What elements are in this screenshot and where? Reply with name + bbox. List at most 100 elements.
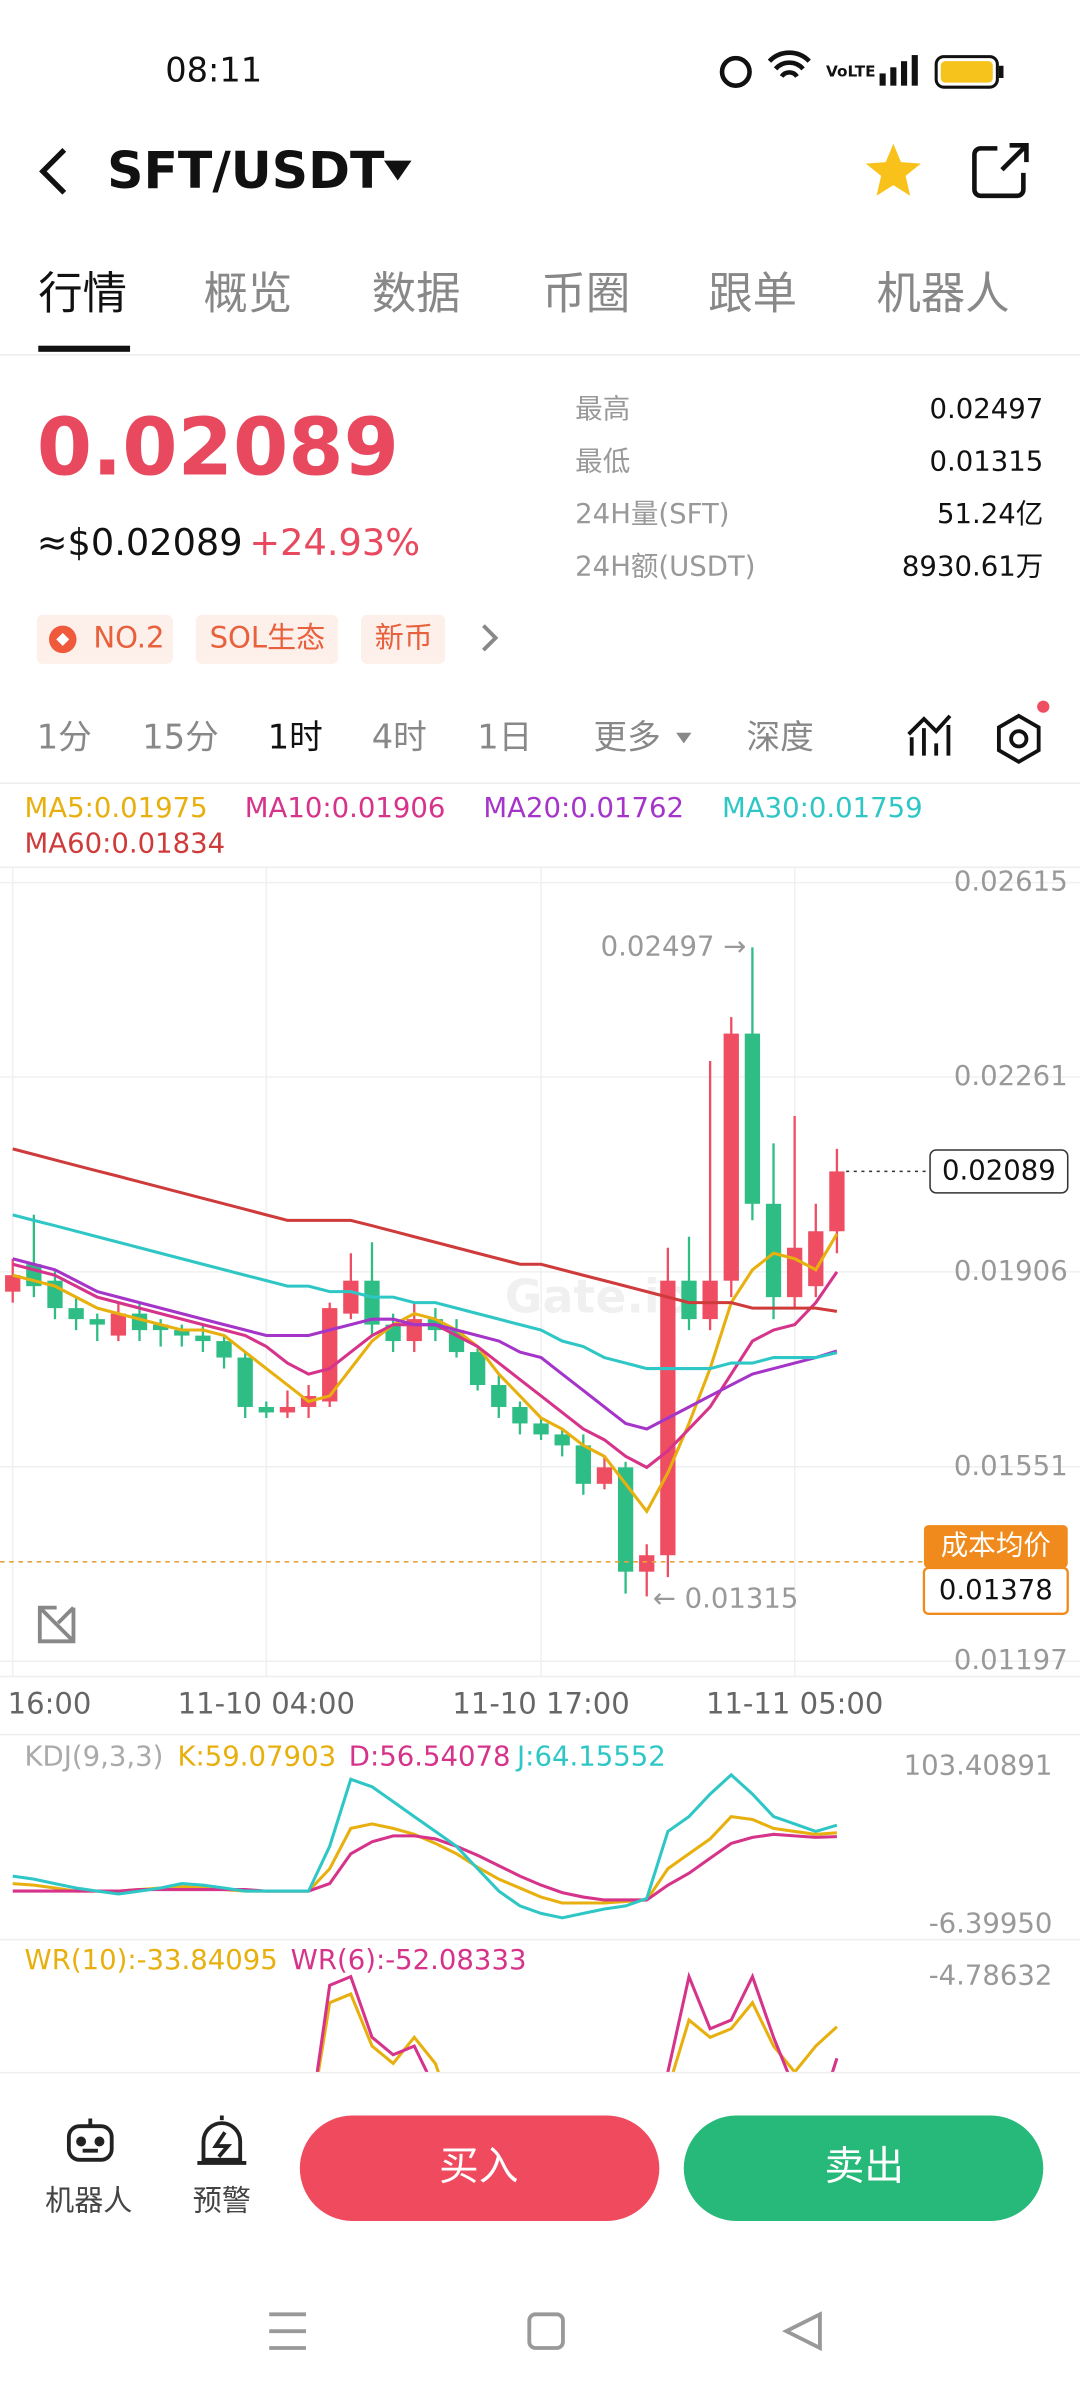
- nav-home[interactable]: [527, 2312, 565, 2350]
- chart-panel: [12, 1772, 838, 1920]
- legend-entry: D:56.54078: [349, 1741, 511, 1773]
- fullscreen-icon[interactable]: [37, 1605, 76, 1644]
- tab[interactable]: 数据: [372, 269, 461, 320]
- interval[interactable]: 1时: [268, 717, 323, 756]
- candle-body: [491, 1385, 507, 1407]
- legend-entry: MA30:0.01759: [722, 792, 923, 824]
- nav-bar: [269, 2311, 822, 2352]
- tag[interactable]: SOL生态: [210, 620, 326, 654]
- alert-label[interactable]: 预警: [193, 2184, 251, 2218]
- candle-body: [279, 1406, 296, 1413]
- tag[interactable]: 新币: [375, 620, 433, 654]
- candle-body: [258, 1406, 274, 1413]
- pair-title[interactable]: SFT/USDT: [107, 141, 385, 200]
- tab-indicator: [38, 345, 131, 352]
- indicator-line: [12, 1213, 838, 1371]
- candle-body: [829, 1171, 845, 1232]
- candles: [5, 947, 845, 1597]
- buy-label[interactable]: 买入: [439, 2144, 519, 2190]
- candle-body: [723, 1033, 739, 1281]
- stat-label: 24H额(USDT): [575, 550, 755, 582]
- svg-text:VoLTE: VoLTE: [826, 62, 876, 80]
- nav-back[interactable]: [781, 2311, 822, 2352]
- candle-body: [343, 1280, 359, 1314]
- candle-body: [533, 1423, 549, 1435]
- favorite-icon[interactable]: [865, 143, 921, 196]
- more-dropdown[interactable]: [676, 732, 692, 744]
- tag[interactable]: NO.2: [93, 620, 164, 654]
- stat-label: 24H量(SFT): [575, 498, 729, 530]
- candle-body: [110, 1313, 127, 1336]
- robot-icon[interactable]: [66, 2118, 114, 2162]
- share-icon[interactable]: [972, 143, 1029, 199]
- interval[interactable]: 4时: [372, 717, 427, 756]
- candle-body: [216, 1341, 232, 1358]
- candle-body: [639, 1555, 655, 1572]
- alert-icon[interactable]: [197, 2115, 247, 2165]
- indicator-line: [12, 1772, 838, 1920]
- candle-body: [364, 1280, 380, 1325]
- status-icons: VoLTE: [719, 50, 1004, 89]
- stat-value: 51.24亿: [937, 498, 1043, 530]
- change-percent: +24.93%: [249, 521, 420, 564]
- candle-body: [195, 1335, 211, 1342]
- sell-label[interactable]: 卖出: [825, 2144, 905, 2190]
- pair-dropdown[interactable]: [383, 160, 412, 181]
- tab[interactable]: 行情: [38, 269, 127, 320]
- indicator-title: KDJ(9,3,3): [25, 1741, 164, 1773]
- stat-value: 0.01315: [929, 445, 1043, 477]
- cost-label-box: [923, 1525, 1068, 1568]
- settings-icon[interactable]: [996, 700, 1050, 764]
- status-time: 08:11: [165, 50, 262, 89]
- candle-body: [702, 1280, 718, 1320]
- back-icon[interactable]: [39, 148, 67, 195]
- candle-body: [237, 1357, 253, 1407]
- candle-body: [89, 1319, 105, 1325]
- tab[interactable]: 跟单: [708, 269, 797, 320]
- candle-body: [5, 1275, 21, 1292]
- legend-entry: WR(6):-52.08333: [291, 1944, 527, 1976]
- last-price-label: 0.02089: [942, 1154, 1056, 1186]
- price-annotation: 0.02497 →: [601, 930, 747, 962]
- indicator-line: [315, 1971, 839, 2073]
- candle-body: [808, 1231, 824, 1287]
- interval[interactable]: 深度: [747, 717, 814, 756]
- interval[interactable]: 更多: [594, 717, 661, 756]
- y-tick-label: 103.40891: [904, 1750, 1053, 1782]
- candle-body: [512, 1406, 528, 1424]
- legend-entry: J:64.15552: [515, 1741, 666, 1773]
- stat-value: 0.02497: [929, 393, 1043, 425]
- interval[interactable]: 15分: [142, 717, 218, 756]
- indicator-icon[interactable]: [907, 714, 952, 756]
- y-tick-label: -6.39950: [929, 1907, 1053, 1939]
- tag-bg[interactable]: [36, 614, 173, 664]
- legend-entry: WR(10):-33.84095: [25, 1944, 278, 1976]
- stat-label: 最高: [575, 393, 630, 425]
- interval[interactable]: 1分: [37, 717, 92, 756]
- indicator-line: [316, 1992, 838, 2073]
- legend-entry: MA10:0.01906: [245, 792, 446, 824]
- candle-body: [681, 1280, 697, 1320]
- tab[interactable]: 概览: [203, 269, 292, 320]
- candle-body: [174, 1330, 190, 1336]
- tab[interactable]: 币圈: [542, 269, 631, 320]
- tab[interactable]: 机器人: [877, 269, 1010, 320]
- chart-panel: [315, 1971, 839, 2073]
- cost-value: 0.01378: [939, 1574, 1053, 1606]
- tag-bg[interactable]: [361, 614, 446, 664]
- candle-body: [744, 1033, 761, 1204]
- y-tick-label: 0.01906: [954, 1255, 1068, 1287]
- last-price: 0.02089: [37, 401, 399, 494]
- chart-panel: [0, 867, 1080, 1677]
- nav-menu[interactable]: [269, 2312, 306, 2350]
- stat-value: 8930.61万: [902, 550, 1043, 582]
- indicator-line: [12, 1147, 838, 1313]
- tags-more[interactable]: [482, 624, 499, 652]
- buy-button[interactable]: [299, 2115, 660, 2222]
- interval[interactable]: 1日: [477, 717, 532, 756]
- price-annotation: ← 0.01315: [653, 1582, 799, 1614]
- tag-bg[interactable]: [195, 614, 339, 664]
- sell-button[interactable]: [683, 2115, 1044, 2222]
- robot-label[interactable]: 机器人: [45, 2184, 132, 2218]
